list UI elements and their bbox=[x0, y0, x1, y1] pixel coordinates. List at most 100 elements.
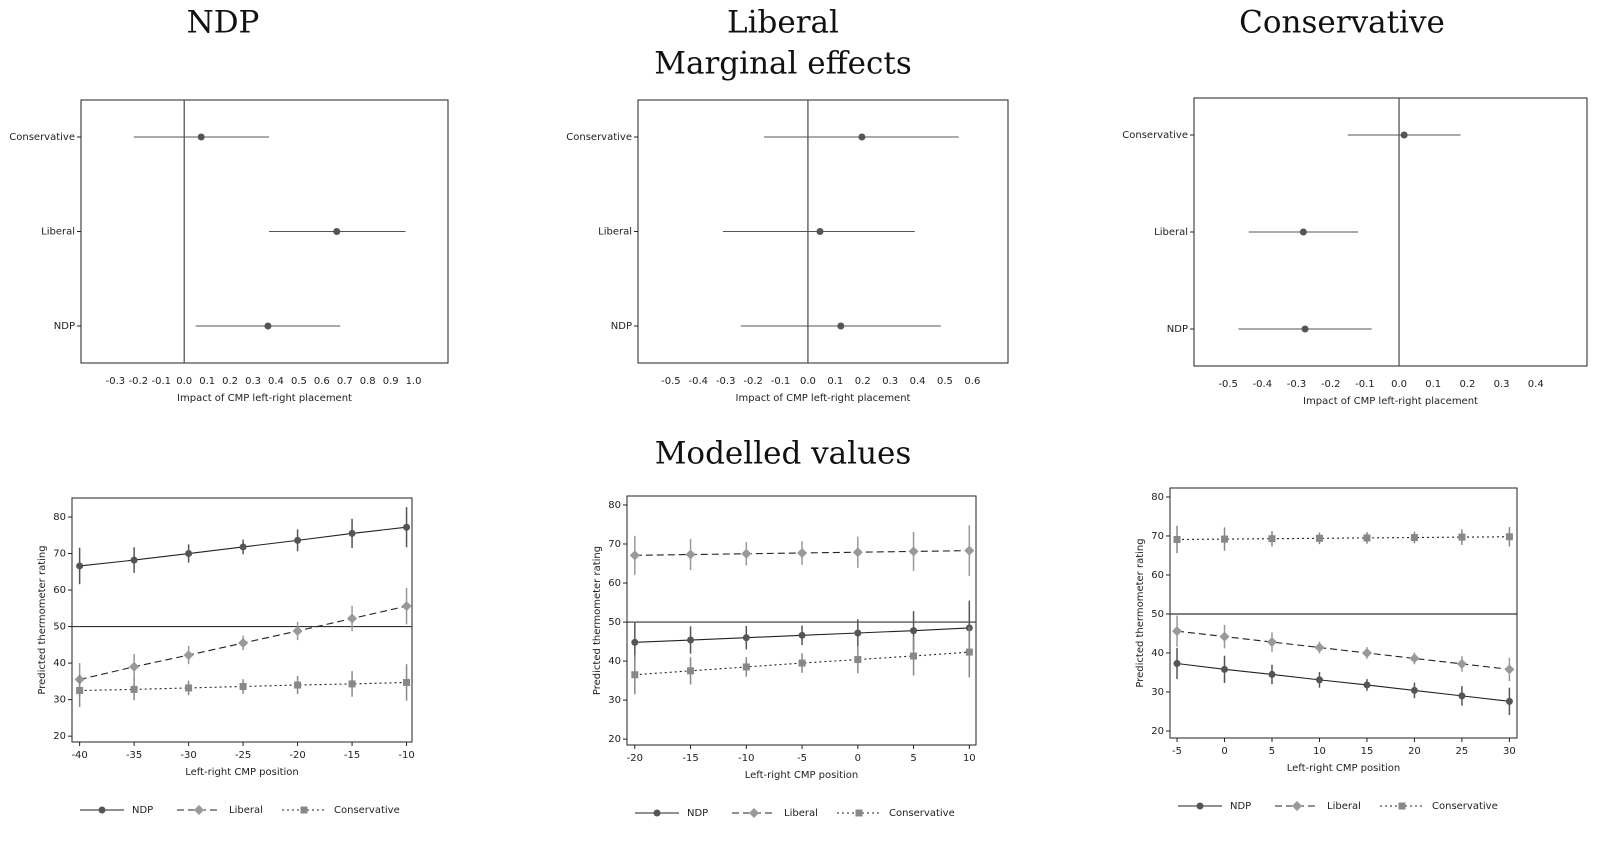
y-tick-label: 20 bbox=[608, 734, 621, 745]
legend-marker bbox=[98, 806, 106, 814]
legend-label: Liberal bbox=[1327, 801, 1361, 812]
estimate-point bbox=[333, 228, 341, 235]
legend-marker bbox=[653, 809, 661, 817]
data-point bbox=[798, 659, 806, 667]
category-label: Liberal bbox=[1154, 227, 1188, 238]
data-point bbox=[1505, 533, 1513, 541]
x-axis-label: Impact of CMP left-right placement bbox=[736, 393, 911, 404]
row-title: Modelled values bbox=[655, 436, 912, 472]
x-tick-label: -0.3 bbox=[716, 376, 736, 387]
category-label: Liberal bbox=[41, 227, 75, 238]
x-tick-label: 1.0 bbox=[406, 376, 422, 387]
y-tick-label: 40 bbox=[53, 658, 66, 669]
category-label: NDP bbox=[1167, 324, 1188, 335]
data-point bbox=[1410, 686, 1418, 694]
data-point bbox=[348, 680, 356, 688]
data-point bbox=[130, 556, 138, 564]
x-tick-label: 10 bbox=[1313, 746, 1326, 757]
data-point bbox=[964, 545, 975, 556]
estimate-point bbox=[1299, 228, 1307, 236]
data-point bbox=[1504, 664, 1515, 675]
x-axis-label: Left-right CMP position bbox=[745, 770, 859, 781]
x-tick-label: 0.5 bbox=[291, 376, 307, 387]
legend-label: Liberal bbox=[229, 805, 263, 816]
y-tick-label: 40 bbox=[608, 656, 621, 667]
data-point bbox=[1221, 535, 1229, 543]
data-point bbox=[239, 543, 247, 551]
legend-marker bbox=[194, 805, 204, 815]
x-tick-label: 0.1 bbox=[827, 376, 843, 387]
legend-label: NDP bbox=[1230, 801, 1251, 812]
x-tick-label: 10 bbox=[963, 753, 976, 764]
series-line bbox=[1176, 630, 1510, 670]
category-label: NDP bbox=[611, 321, 632, 332]
estimate-point bbox=[816, 228, 824, 235]
data-point bbox=[185, 684, 193, 692]
x-tick-label: -15 bbox=[682, 753, 698, 764]
data-point bbox=[631, 671, 639, 679]
legend-marker bbox=[1196, 802, 1204, 810]
x-tick-label: -25 bbox=[235, 750, 251, 761]
y-tick-label: 50 bbox=[1151, 609, 1164, 620]
x-axis-label: Impact of CMP left-right placement bbox=[1303, 396, 1478, 407]
legend-label: Liberal bbox=[784, 808, 818, 819]
x-tick-label: 0.2 bbox=[222, 376, 238, 387]
x-tick-label: 0.3 bbox=[1494, 379, 1510, 390]
x-tick-label: -0.2 bbox=[1321, 379, 1341, 390]
data-point bbox=[1173, 535, 1181, 543]
data-point bbox=[1363, 681, 1371, 689]
series-line bbox=[1177, 536, 1510, 541]
data-point bbox=[1458, 692, 1466, 700]
x-tick-label: 0.0 bbox=[800, 376, 816, 387]
x-tick-label: 0.4 bbox=[268, 376, 284, 387]
x-axis-label: Impact of CMP left-right placement bbox=[177, 393, 352, 404]
data-point bbox=[631, 638, 639, 646]
x-tick-label: 15 bbox=[1361, 746, 1374, 757]
estimate-point bbox=[837, 322, 845, 330]
x-tick-label: 0 bbox=[855, 753, 861, 764]
plot-frame bbox=[626, 495, 977, 746]
data-point bbox=[742, 663, 750, 671]
x-tick-label: -0.1 bbox=[152, 376, 172, 387]
x-tick-label: -30 bbox=[180, 750, 196, 761]
x-tick-label: -20 bbox=[289, 750, 305, 761]
legend-label: Conservative bbox=[889, 808, 955, 819]
data-point bbox=[238, 638, 249, 649]
data-point bbox=[1410, 534, 1418, 542]
series-line bbox=[1176, 662, 1510, 702]
plot-frame bbox=[1169, 487, 1518, 739]
x-tick-label: 0.2 bbox=[855, 376, 871, 387]
column-title: NDP bbox=[187, 5, 260, 41]
data-point bbox=[687, 636, 695, 644]
x-tick-label: -0.5 bbox=[1218, 379, 1238, 390]
x-tick-label: 0.3 bbox=[882, 376, 898, 387]
y-tick-label: 30 bbox=[608, 695, 621, 706]
y-tick-label: 70 bbox=[53, 549, 66, 560]
x-tick-label: 0.8 bbox=[360, 376, 376, 387]
data-point bbox=[76, 562, 84, 570]
x-tick-label: -10 bbox=[398, 750, 414, 761]
category-label: Conservative bbox=[566, 132, 632, 143]
data-point bbox=[185, 550, 193, 558]
data-point bbox=[1173, 660, 1181, 668]
plot-frame bbox=[71, 497, 413, 743]
data-point bbox=[129, 661, 140, 672]
x-tick-label: 0.6 bbox=[964, 376, 980, 387]
data-point bbox=[1315, 676, 1323, 684]
x-tick-label: 0.3 bbox=[245, 376, 261, 387]
category-label: Liberal bbox=[598, 227, 632, 238]
data-point bbox=[239, 682, 247, 690]
y-tick-label: 70 bbox=[608, 539, 621, 550]
x-tick-label: -0.4 bbox=[689, 376, 709, 387]
x-tick-label: 0.9 bbox=[383, 376, 399, 387]
x-tick-label: -0.1 bbox=[1355, 379, 1375, 390]
estimate-point bbox=[264, 322, 272, 330]
x-tick-label: -35 bbox=[126, 750, 142, 761]
data-point bbox=[403, 523, 411, 531]
x-tick-label: 0.4 bbox=[1528, 379, 1544, 390]
data-point bbox=[685, 549, 696, 560]
legend-marker bbox=[1292, 801, 1302, 811]
data-point bbox=[797, 547, 808, 558]
x-tick-label: -0.4 bbox=[1253, 379, 1273, 390]
